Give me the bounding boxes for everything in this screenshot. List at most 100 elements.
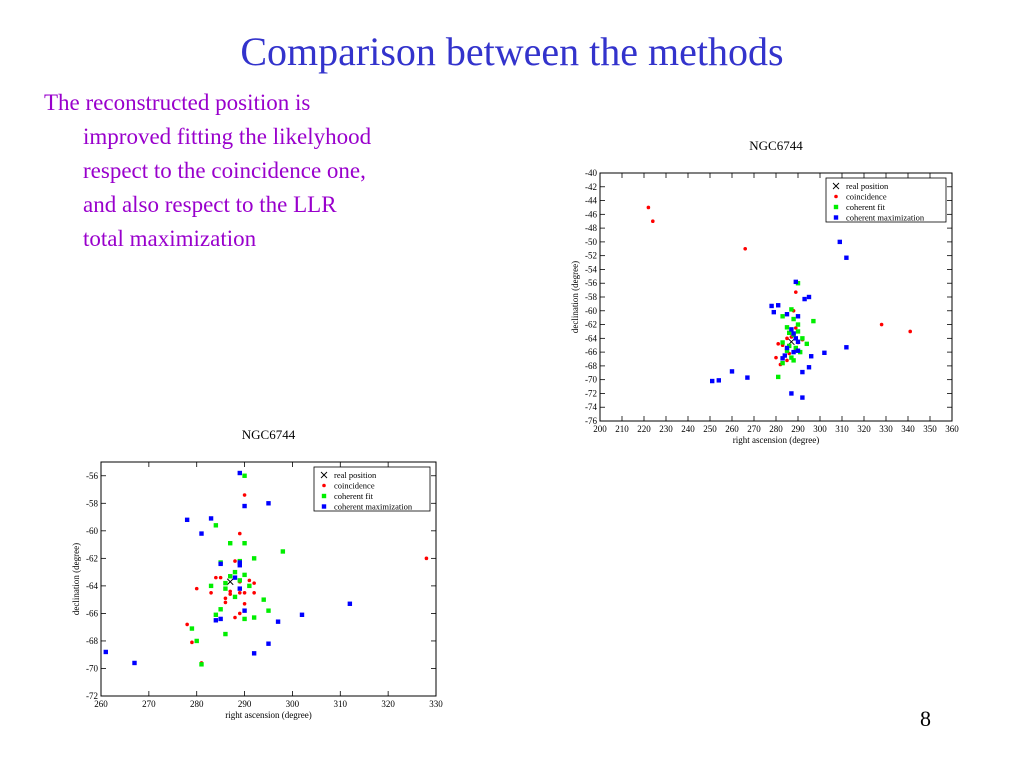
legend-symbol xyxy=(834,194,838,199)
coherent-maximization-point xyxy=(132,660,137,666)
y-tick-label: -58 xyxy=(86,498,98,508)
coherent-maximization-point xyxy=(844,255,849,260)
coherent-maximization-point xyxy=(213,618,219,623)
x-tick-label: 340 xyxy=(901,424,915,434)
y-tick-label: -42 xyxy=(585,182,597,192)
coherent-maximization-point xyxy=(242,608,247,613)
coherent-fit-point xyxy=(242,616,247,622)
coherent-maximization-point xyxy=(793,336,798,341)
coherent-fit-point xyxy=(780,314,785,319)
coherent-fit-point xyxy=(780,360,785,366)
chart-title: NGC6744 xyxy=(749,138,803,153)
coherent-maximization-point xyxy=(771,309,776,315)
coherent-fit-point xyxy=(787,330,792,336)
legend-label: real position xyxy=(334,470,377,480)
legend-item: real position xyxy=(832,181,889,191)
coherent-fit-point xyxy=(232,569,238,575)
x-tick-label: 270 xyxy=(142,699,156,709)
coincidence-point xyxy=(794,290,798,294)
y-tick-label: -72 xyxy=(86,691,98,701)
coincidence-point xyxy=(252,590,256,595)
coherent-maximization-point xyxy=(237,470,242,476)
y-tick-label: -76 xyxy=(585,416,597,426)
series-coherent-maximization xyxy=(710,239,849,400)
coherent-maximization-point xyxy=(791,349,796,355)
x-tick-label: 290 xyxy=(238,699,252,709)
y-tick-label: -70 xyxy=(86,663,98,673)
coherent-maximization-point xyxy=(795,339,801,344)
coherent-fit-point xyxy=(804,341,809,347)
coherent-fit-point xyxy=(787,343,792,349)
coincidence-point xyxy=(794,326,798,330)
coincidence-point xyxy=(424,556,429,561)
coincidence-point xyxy=(194,586,199,591)
x-tick-label: 260 xyxy=(725,424,739,434)
coherent-fit-point xyxy=(791,358,796,363)
x-tick-label: 350 xyxy=(923,424,937,434)
coincidence-point xyxy=(651,219,655,224)
y-tick-label: -56 xyxy=(585,278,597,288)
coherent-fit-point xyxy=(218,607,223,612)
coincidence-point xyxy=(785,336,789,341)
x-tick-label: 280 xyxy=(769,424,783,434)
coincidence-point xyxy=(237,531,242,536)
x-tick-label: 300 xyxy=(813,424,827,434)
y-tick-label: -62 xyxy=(585,320,597,330)
series-coherent-maximization xyxy=(103,470,353,666)
coincidence-point xyxy=(237,611,242,616)
x-tick-label: 290 xyxy=(791,424,805,434)
coherent-maximization-point xyxy=(218,616,223,622)
coherent-maximization-point xyxy=(232,575,238,580)
coincidence-point xyxy=(879,322,884,327)
coherent-maximization-point xyxy=(745,375,750,380)
coherent-fit-point xyxy=(780,340,785,345)
coherent-maximization-point xyxy=(837,239,842,245)
bullet-text: The reconstructed position is improved f… xyxy=(44,90,372,251)
x-tick-label: 330 xyxy=(429,699,443,709)
coherent-fit-point xyxy=(800,336,805,341)
coincidence-point xyxy=(247,578,252,583)
legend-label: real position xyxy=(846,181,889,191)
x-tick-label: 360 xyxy=(945,424,959,434)
y-axis-label: declination (degree) xyxy=(570,261,580,333)
coherent-fit-point xyxy=(223,631,228,637)
legend-label: coherent maximization xyxy=(334,502,413,512)
coherent-maximization-point xyxy=(782,353,787,358)
y-tick-label: -40 xyxy=(585,168,597,178)
coherent-maximization-point xyxy=(795,314,801,319)
coherent-maximization-point xyxy=(184,517,190,523)
coherent-fit-point xyxy=(213,523,219,528)
legend-symbol xyxy=(832,182,840,190)
x-tick-label: 260 xyxy=(94,699,108,709)
coherent-fit-point xyxy=(208,583,214,589)
coincidence-point xyxy=(218,575,223,580)
coherent-maximization-point xyxy=(251,651,257,656)
coherent-maximization-point xyxy=(237,586,242,591)
coherent-maximization-point xyxy=(844,345,849,350)
legend-symbol xyxy=(321,504,327,509)
legend-item: coincidence xyxy=(834,192,887,202)
legend-label: coherent fit xyxy=(334,491,374,501)
coincidence-point xyxy=(233,559,237,563)
coherent-maximization-point xyxy=(208,516,214,521)
coincidence-point xyxy=(209,590,213,595)
y-tick-label: -44 xyxy=(585,196,597,206)
coherent-maximization-point xyxy=(237,560,242,565)
coherent-maximization-point xyxy=(791,331,796,336)
legend-item: coherent maximization xyxy=(833,213,925,223)
coincidence-point xyxy=(237,590,242,595)
coherent-fit-point xyxy=(789,307,794,312)
coherent-maximization-point xyxy=(789,327,794,332)
x-tick-label: 310 xyxy=(334,699,348,709)
coincidence-point xyxy=(908,329,912,334)
coherent-fit-point xyxy=(228,574,233,579)
x-tick-label: 210 xyxy=(615,424,629,434)
coherent-maximization-point xyxy=(795,348,801,353)
coherent-maximization-point xyxy=(237,563,242,568)
coherent-maximization-point xyxy=(275,619,281,624)
coherent-fit-point xyxy=(189,626,195,631)
legend-item: coincidence xyxy=(322,481,375,491)
coherent-maximization-point xyxy=(822,350,827,355)
